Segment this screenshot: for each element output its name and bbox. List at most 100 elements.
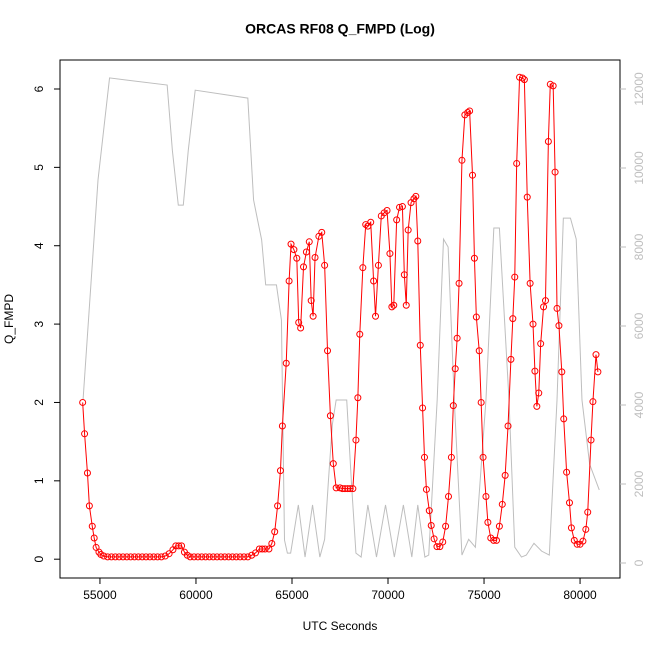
point bbox=[582, 525, 590, 533]
point bbox=[354, 394, 362, 402]
y-tick-label: 3 bbox=[32, 320, 46, 327]
point bbox=[271, 528, 279, 536]
point bbox=[307, 297, 315, 305]
point bbox=[511, 273, 519, 281]
point bbox=[433, 543, 441, 551]
x-tick-label: 70000 bbox=[371, 588, 405, 602]
point bbox=[225, 553, 233, 561]
point bbox=[420, 453, 428, 461]
point bbox=[338, 485, 346, 493]
point bbox=[533, 402, 541, 410]
point bbox=[400, 271, 408, 279]
point bbox=[529, 320, 537, 328]
point bbox=[324, 347, 332, 355]
point bbox=[134, 553, 142, 561]
y2-tick-label: 8000 bbox=[632, 233, 646, 260]
y-tick-label: 2 bbox=[32, 399, 46, 406]
point bbox=[537, 340, 545, 348]
point bbox=[119, 553, 127, 561]
point bbox=[258, 545, 266, 553]
point bbox=[346, 485, 354, 493]
point bbox=[493, 536, 501, 544]
point bbox=[244, 553, 252, 561]
point bbox=[470, 254, 478, 262]
point bbox=[531, 367, 539, 375]
point bbox=[453, 334, 461, 342]
point bbox=[326, 412, 334, 420]
point bbox=[563, 468, 571, 476]
point bbox=[123, 553, 131, 561]
point bbox=[157, 553, 165, 561]
point bbox=[518, 74, 526, 82]
point bbox=[402, 301, 410, 309]
point bbox=[520, 76, 528, 84]
point bbox=[150, 553, 158, 561]
point bbox=[300, 263, 308, 271]
point bbox=[592, 351, 600, 359]
point bbox=[442, 522, 450, 530]
point bbox=[228, 553, 236, 561]
point bbox=[131, 553, 139, 561]
point bbox=[523, 193, 531, 201]
point bbox=[240, 553, 248, 561]
point bbox=[318, 228, 326, 236]
point bbox=[372, 312, 380, 320]
y-tick-label: 6 bbox=[32, 85, 46, 92]
y2-tick-label: 10000 bbox=[632, 151, 646, 185]
point bbox=[513, 159, 521, 167]
point bbox=[404, 226, 412, 234]
point bbox=[146, 553, 154, 561]
point bbox=[85, 502, 93, 510]
point bbox=[274, 502, 282, 510]
point bbox=[236, 553, 244, 561]
y2-tick-label: 12000 bbox=[632, 72, 646, 106]
point bbox=[439, 538, 447, 546]
point bbox=[178, 542, 186, 550]
point bbox=[232, 553, 240, 561]
point bbox=[341, 485, 349, 493]
point bbox=[501, 471, 509, 479]
point bbox=[81, 430, 89, 438]
point bbox=[252, 549, 260, 557]
point bbox=[107, 553, 115, 561]
point bbox=[217, 553, 225, 561]
point bbox=[509, 315, 517, 323]
point bbox=[495, 522, 503, 530]
point bbox=[551, 168, 559, 176]
point bbox=[209, 553, 217, 561]
point bbox=[549, 82, 557, 90]
point bbox=[161, 552, 169, 560]
point bbox=[265, 545, 273, 553]
point bbox=[475, 347, 483, 355]
y-tick-label: 0 bbox=[32, 556, 46, 563]
point bbox=[83, 469, 91, 477]
point bbox=[482, 492, 490, 500]
point bbox=[278, 422, 286, 430]
y2-tick-label: 6000 bbox=[632, 312, 646, 339]
point bbox=[221, 553, 229, 561]
x-tick-label: 80000 bbox=[563, 588, 597, 602]
point bbox=[344, 485, 352, 493]
chart-title: ORCAS RF08 Q_FMPD (Log) bbox=[245, 21, 435, 37]
point bbox=[479, 453, 487, 461]
point bbox=[455, 279, 463, 287]
point bbox=[477, 398, 485, 406]
point bbox=[213, 553, 221, 561]
point bbox=[430, 535, 438, 543]
point bbox=[276, 467, 284, 475]
point bbox=[329, 460, 337, 468]
y-tick-label: 1 bbox=[32, 477, 46, 484]
y-tick-label: 4 bbox=[32, 242, 46, 249]
point bbox=[190, 553, 198, 561]
point bbox=[565, 499, 573, 507]
point bbox=[367, 218, 375, 226]
point bbox=[138, 553, 146, 561]
series-line bbox=[82, 77, 600, 558]
point bbox=[268, 540, 276, 548]
point bbox=[507, 355, 515, 363]
point bbox=[555, 322, 563, 330]
point bbox=[309, 312, 317, 320]
point bbox=[469, 171, 477, 179]
x-tick-label: 55000 bbox=[83, 588, 117, 602]
